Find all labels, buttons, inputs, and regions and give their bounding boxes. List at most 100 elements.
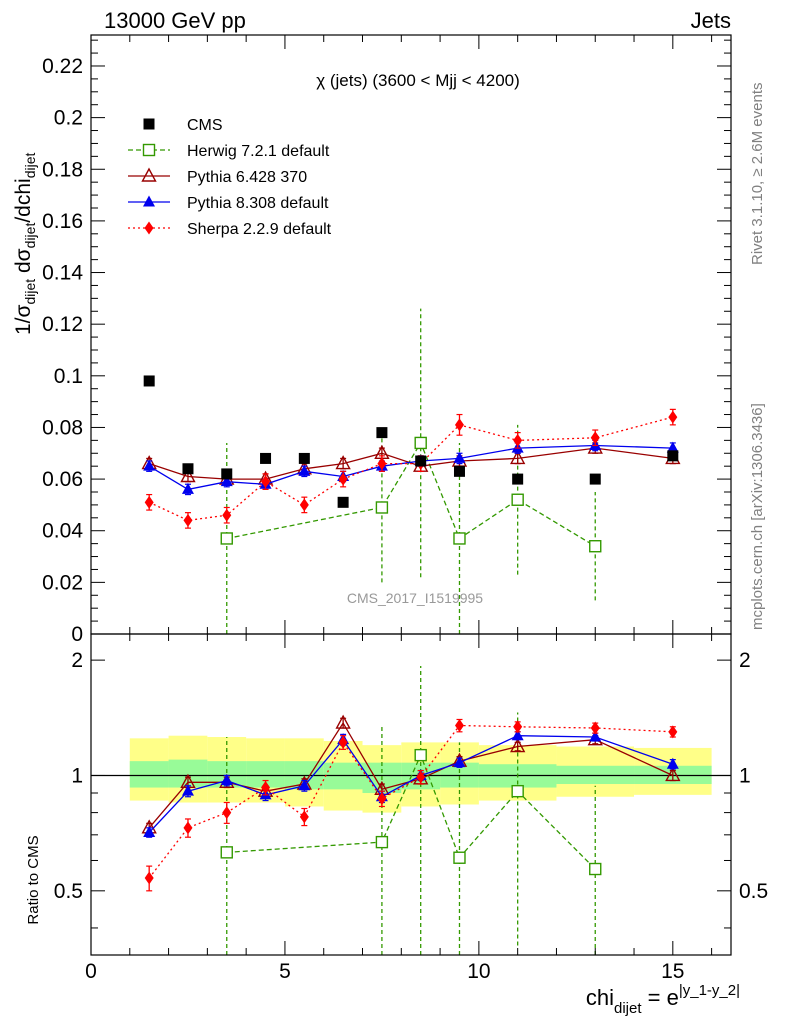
main-pythia8-point: [143, 459, 156, 471]
main-cms-point: [589, 473, 601, 485]
legend-marker-pythia8: [143, 195, 155, 207]
main-cms-point: [298, 452, 310, 464]
main-sherpa-point: [222, 508, 232, 522]
svg-text:1/σdijet dσdijet/dchidijet: 1/σdijet dσdijet/dchidijet: [12, 153, 38, 335]
ratio-sherpa-point: [261, 781, 271, 795]
legend-label-sherpa: Sherpa 2.2.9 default: [187, 221, 332, 238]
main-cms-point: [260, 452, 272, 464]
x-tick-label: 5: [279, 960, 291, 983]
legend-label-pythia6: Pythia 6.428 370: [187, 169, 307, 186]
plot-title: χ (jets) (3600 < Mjj < 4200): [316, 71, 520, 90]
ratio-pythia6-point: [509, 738, 526, 753]
main-herwig-point: [414, 436, 427, 450]
main-y-tick-label: 0.06: [42, 468, 83, 491]
ratio-pythia8-point: [511, 729, 524, 741]
ratio-sherpa-point: [377, 792, 387, 806]
ratio-herwig-point: [220, 846, 233, 859]
x-tick-label: 15: [661, 960, 684, 983]
main-y-tick-label: 0.14: [42, 262, 83, 285]
main-y-tick-label: 0.12: [42, 313, 83, 336]
main-y-tick-label: 0.02: [42, 571, 83, 594]
ratio-herwig-line: [226, 753, 596, 870]
main-y-tick-label: 0.2: [54, 107, 83, 130]
main-herwig-point: [375, 501, 389, 514]
legend-label-herwig: Herwig 7.2.1 default: [187, 143, 330, 160]
x-axis-label: chidijet = e|y_1-y_2|: [586, 982, 740, 1017]
main-sherpa-point: [338, 472, 348, 486]
main-cms-point: [453, 465, 465, 477]
x-tick-label: 0: [85, 960, 97, 983]
ratio-y-tick-label-right: 2: [739, 649, 751, 672]
ratio-y-tick-label-right: 0.5: [739, 880, 768, 903]
ratio-pythia8-point: [666, 757, 679, 769]
main-y-tick-label: 0.08: [42, 416, 83, 439]
ratio-herwig-point: [414, 748, 427, 762]
x-tick-label: 10: [467, 960, 490, 983]
main-series-cms: [143, 375, 679, 508]
main-y-tick-label: 0.16: [42, 210, 83, 233]
legend-marker-cms: [143, 118, 155, 130]
ratio-y-axis-label: Ratio to CMS: [25, 835, 42, 924]
main-sherpa-line: [148, 416, 673, 522]
ratio-y-tick-label-left: 0.5: [54, 880, 83, 903]
ratio-sherpa-point: [513, 720, 523, 734]
ratio-pythia8-line: [148, 735, 674, 833]
main-pythia6-point: [180, 468, 196, 483]
main-cms-point: [337, 496, 349, 508]
main-pythia6-point: [509, 449, 526, 465]
main-y-axis-label: 1/σdijet dσdijet/dchidijet: [12, 153, 38, 335]
watermark: CMS_2017_I1519995: [347, 590, 483, 606]
svg-text:chidijet = e|y_1-y_2|: chidijet = e|y_1-y_2|: [586, 982, 740, 1017]
ratio-sherpa-point: [338, 735, 348, 749]
ratio-herwig-point: [375, 835, 389, 849]
main-cms-point: [221, 468, 233, 480]
legend-marker-pythia6: [141, 167, 157, 182]
ratio-y-tick-label-right: 1: [739, 764, 751, 787]
ratio-pythia8-point: [220, 774, 233, 786]
main-sherpa-point: [144, 495, 154, 509]
ratio-herwig-point: [589, 862, 602, 876]
ratio-sherpa-point: [454, 719, 464, 733]
ratio-pythia8-point: [143, 825, 156, 837]
ratio-pythia8-point: [181, 784, 194, 796]
main-cms-point: [376, 427, 388, 439]
ratio-herwig-point: [511, 784, 524, 798]
ratio-sherpa-point: [590, 721, 600, 735]
legend-marker-sherpa: [144, 221, 154, 235]
main-sherpa-point: [454, 418, 464, 432]
legend-entry-sherpa: Sherpa 2.2.9 default: [128, 221, 332, 238]
main-pythia8-point: [298, 464, 311, 476]
main-herwig-point: [453, 532, 466, 545]
main-sherpa-point: [590, 431, 600, 445]
ratio-pythia8-point: [589, 730, 602, 742]
ratio-y-tick-label-left: 1: [71, 764, 83, 787]
main-cms-point: [512, 473, 524, 485]
ratio-sherpa-point: [416, 770, 426, 784]
main-y-tick-label: 0.04: [42, 520, 83, 543]
main-herwig-line: [226, 441, 596, 547]
main-herwig-point: [511, 493, 524, 506]
ratio-y-tick-label-left: 2: [71, 649, 83, 672]
main-y-tick-label: 0.18: [42, 158, 83, 181]
legend: CMS Herwig 7.2.1 default Pythia 6.428 370 P…: [128, 117, 332, 238]
ratio-pythia8-point: [298, 779, 311, 791]
main-cms-point: [667, 450, 679, 462]
main-pythia8-point: [453, 451, 466, 463]
ratio-pythia8-point: [453, 756, 466, 768]
legend-entry-pythia6: Pythia 6.428 370: [128, 167, 307, 186]
main-herwig-point: [589, 540, 602, 553]
main-sherpa-point: [261, 475, 271, 489]
legend-entry-pythia8: Pythia 8.308 default: [128, 195, 329, 212]
header-analysis-group: Jets: [691, 8, 731, 33]
main-panel: 0 0.02 0.04 0.06 0.08 0.1 0.12 0.14 0.16 0.18 0.2 0…: [42, 34, 732, 646]
ratio-series-sherpa: [144, 718, 678, 892]
legend-entry-herwig: Herwig 7.2.1 default: [128, 143, 330, 160]
ratio-sherpa-point: [299, 810, 309, 824]
ratio-series-herwig: [220, 666, 602, 955]
ratio-sherpa-point: [144, 871, 154, 885]
main-pythia8-point: [666, 441, 679, 453]
legend-entry-cms: CMS: [143, 117, 223, 134]
legend-label-pythia8: Pythia 8.308 default: [187, 195, 329, 212]
legend-label-cms: CMS: [187, 117, 223, 134]
